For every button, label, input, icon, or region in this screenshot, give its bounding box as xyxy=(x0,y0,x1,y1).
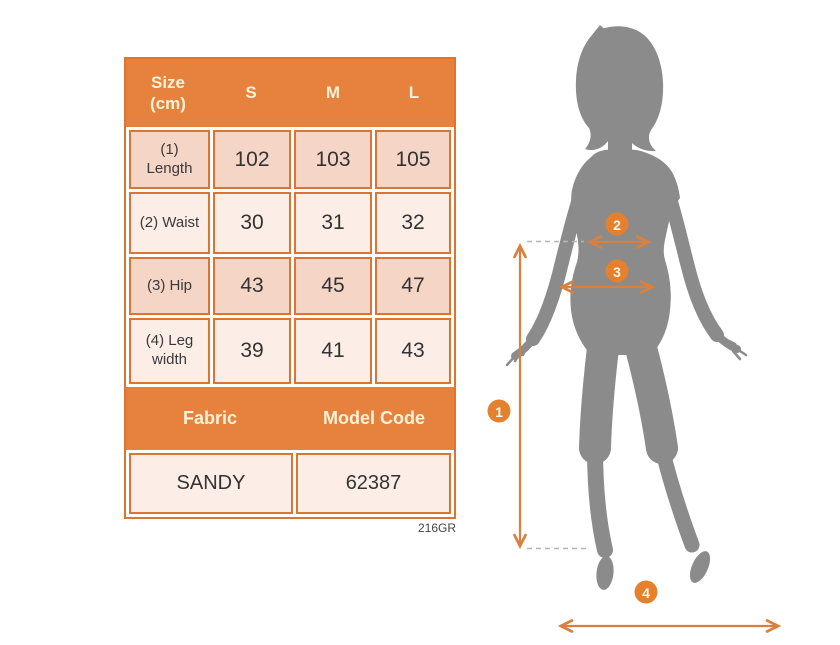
column-header-m: M xyxy=(325,83,341,102)
silhouette-cowlick xyxy=(588,25,609,40)
size-unit-header: Size (cm) xyxy=(150,72,186,113)
column-header-l: L xyxy=(408,83,420,102)
length-value-m: 103 xyxy=(294,130,372,189)
badge-waist-number: 2 xyxy=(613,217,621,233)
badge-hip-number: 3 xyxy=(613,264,621,280)
row-label-hip: (3) Hip xyxy=(129,257,210,315)
meta-values-row: SANDY 62387 xyxy=(126,450,454,517)
silhouette-torso xyxy=(570,149,680,355)
silhouette-left-foot xyxy=(596,556,614,590)
measurements-grid: (1) Length 102 103 105 (2) Waist 30 31 3… xyxy=(126,127,454,387)
meta-header-row: Fabric Model Code xyxy=(126,387,454,450)
fabric-header: Fabric xyxy=(182,408,238,428)
badge-leg-width: 4 xyxy=(634,580,658,604)
badge-length: 1 xyxy=(487,399,511,423)
badge-waist: 2 xyxy=(605,212,629,236)
measure-badges: 1 2 3 4 xyxy=(487,212,658,604)
badge-hip: 3 xyxy=(605,259,629,283)
silhouette-right-calf xyxy=(654,440,700,553)
row-label-leg-width: (4) Leg width xyxy=(129,318,210,384)
size-table: Size (cm) S M L (1) Length 102 103 105 (… xyxy=(124,57,456,519)
model-code-value: 62387 xyxy=(296,453,451,514)
leg-width-value-m: 41 xyxy=(294,318,372,384)
silhouette-right-arm xyxy=(654,165,724,342)
silhouette-left-calf xyxy=(587,440,613,558)
silhouette-left-arm xyxy=(526,163,596,346)
silhouette-hair xyxy=(575,26,664,152)
waist-value-m: 31 xyxy=(294,192,372,254)
hip-value-m: 45 xyxy=(294,257,372,315)
leg-width-value-s: 39 xyxy=(213,318,291,384)
silhouette-left-thigh xyxy=(579,332,619,464)
product-code-footnote: 216GR xyxy=(417,521,456,535)
fabric-value: SANDY xyxy=(129,453,293,514)
row-label-waist: (2) Waist xyxy=(129,192,210,254)
female-silhouette-icon xyxy=(505,25,748,590)
silhouette-right-foot xyxy=(689,551,711,583)
badge-length-number: 1 xyxy=(495,404,503,420)
column-header-s: S xyxy=(245,83,257,102)
hip-value-l: 47 xyxy=(375,257,451,315)
waist-value-s: 30 xyxy=(213,192,291,254)
model-code-header: Model Code xyxy=(323,408,425,428)
row-label-length: (1) Length xyxy=(129,130,210,189)
leg-width-value-l: 43 xyxy=(375,318,451,384)
badge-leg-width-number: 4 xyxy=(642,585,650,601)
silhouette-right-fingers xyxy=(725,338,748,361)
length-value-s: 102 xyxy=(213,130,291,189)
size-table-header-row: Size (cm) S M L xyxy=(126,59,454,127)
silhouette-right-thigh xyxy=(625,332,678,464)
hip-value-s: 43 xyxy=(213,257,291,315)
silhouette-right-hand xyxy=(713,331,741,353)
waist-value-l: 32 xyxy=(375,192,451,254)
length-value-l: 105 xyxy=(375,130,451,189)
